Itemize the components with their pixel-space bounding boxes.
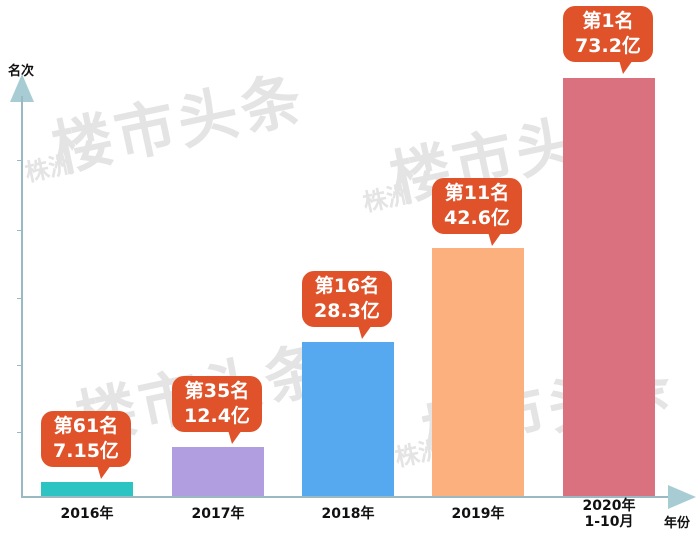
- bar-2018: [302, 342, 394, 496]
- bar-2016: [41, 482, 133, 496]
- category-text: 2018年: [321, 506, 375, 522]
- annotation-2016: 第61名 7.15亿: [41, 411, 131, 479]
- y-axis: [21, 96, 23, 498]
- y-tick: [17, 365, 22, 366]
- category-label-2016: 2016年: [27, 506, 147, 522]
- annotation-2019: 第11名 42.6亿: [432, 178, 522, 246]
- annotation-2020: 第1名 73.2亿: [563, 6, 653, 74]
- category-label-2017: 2017年: [158, 506, 278, 522]
- value-label: 28.3亿: [314, 300, 380, 322]
- annotation-2017: 第35名 12.4亿: [172, 376, 262, 444]
- rank-label: 第35名: [184, 380, 250, 402]
- bar-2017: [172, 447, 264, 496]
- x-axis-arrow-icon: [668, 485, 696, 509]
- category-text: 2020年: [582, 498, 636, 514]
- category-subtext: 1-10月: [584, 514, 634, 530]
- y-tick: [17, 230, 22, 231]
- bar-2019: [432, 248, 524, 496]
- value-label: 42.6亿: [444, 207, 510, 229]
- category-label-2018: 2018年: [288, 506, 408, 522]
- category-label-2019: 2019年: [418, 506, 538, 522]
- watermark-small: 株洲: [22, 148, 76, 187]
- watermark-small: 株洲: [392, 433, 446, 472]
- rank-label: 第16名: [314, 275, 380, 297]
- annotation-2018: 第16名 28.3亿: [302, 271, 392, 339]
- x-axis-label: 年份: [664, 516, 691, 531]
- rank-label: 第11名: [444, 182, 510, 204]
- watermark-big: 楼市头条: [46, 63, 312, 186]
- bar-2020: [563, 78, 655, 496]
- value-label: 73.2亿: [575, 35, 641, 57]
- category-text: 2019年: [451, 506, 505, 522]
- value-label: 7.15亿: [53, 440, 119, 462]
- watermark-small: 株洲: [360, 178, 414, 217]
- y-tick: [17, 298, 22, 299]
- x-axis: [21, 496, 671, 498]
- y-tick: [17, 160, 22, 161]
- rank-label: 第1名: [582, 10, 634, 32]
- value-label: 12.4亿: [184, 405, 250, 427]
- category-text: 2016年: [60, 506, 114, 522]
- watermark: 株洲楼市头条: [12, 50, 312, 195]
- category-label-2020: 2020年 1-10月: [549, 498, 669, 530]
- y-tick: [17, 432, 22, 433]
- rank-label: 第61名: [53, 415, 119, 437]
- category-text: 2017年: [191, 506, 245, 522]
